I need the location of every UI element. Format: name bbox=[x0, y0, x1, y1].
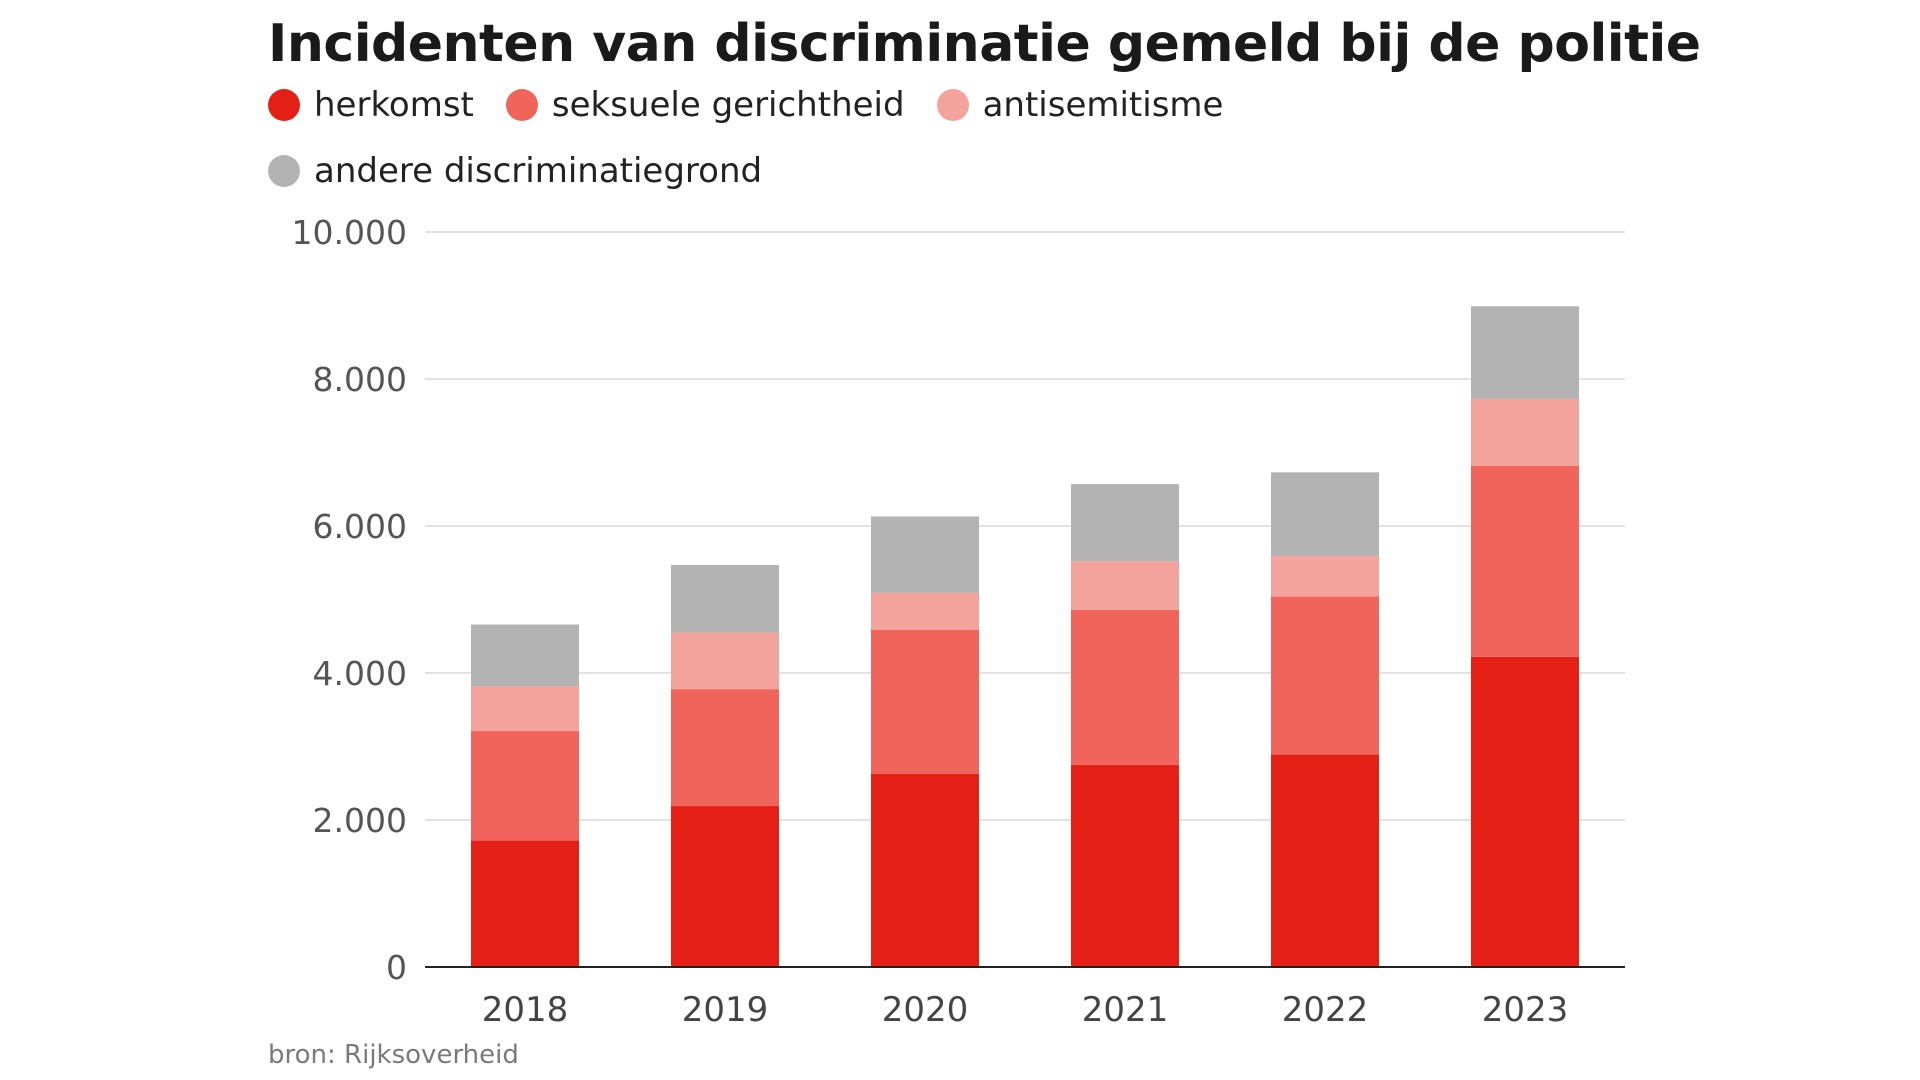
bar-segment-2019-seksuele-gerichtheid bbox=[671, 689, 779, 807]
bar-segment-2022-seksuele-gerichtheid bbox=[1271, 596, 1379, 755]
legend-swatch bbox=[936, 89, 969, 121]
bar-segment-2022-andere-discriminatiegrond bbox=[1271, 472, 1379, 557]
bar-segment-2022-herkomst bbox=[1271, 754, 1379, 967]
bar-segment-2021-andere-discriminatiegrond bbox=[1071, 484, 1179, 562]
bar-segment-2021-herkomst bbox=[1071, 764, 1179, 967]
y-tick-label: 0 bbox=[386, 948, 407, 987]
x-tick-label: 2019 bbox=[682, 990, 769, 1030]
legend-label: antisemitisme bbox=[982, 85, 1224, 125]
legend-item-antisemitisme: antisemitisme bbox=[936, 85, 1224, 125]
chart-title: Incidenten van discriminatie gemeld bij … bbox=[268, 14, 1701, 74]
legend-item-seksuele-gerichtheid: seksuele gerichtheid bbox=[505, 85, 905, 125]
legend-label: herkomst bbox=[314, 85, 474, 125]
bar-segment-2020-andere-discriminatiegrond bbox=[871, 516, 979, 593]
x-tick-label: 2023 bbox=[1482, 990, 1569, 1030]
legend-label: seksuele gerichtheid bbox=[551, 85, 905, 125]
bar-segment-2023-herkomst bbox=[1471, 656, 1579, 967]
y-tick-label: 2.000 bbox=[313, 801, 407, 840]
bar-segment-2023-andere-discriminatiegrond bbox=[1471, 306, 1579, 399]
source-note: bron: Rijksoverheid bbox=[268, 1040, 519, 1070]
y-tick-label: 6.000 bbox=[313, 507, 407, 546]
bar-segment-2021-antisemitisme bbox=[1071, 561, 1179, 610]
y-tick-label: 4.000 bbox=[313, 654, 407, 693]
bar-segment-2018-antisemitisme bbox=[471, 686, 579, 732]
y-tick-label: 10.000 bbox=[292, 213, 407, 252]
legend-swatch bbox=[268, 155, 300, 187]
bar-segment-2022-antisemitisme bbox=[1271, 556, 1379, 597]
bar-segment-2020-herkomst bbox=[871, 773, 979, 967]
legend-item-andere-discriminatiegrond: andere discriminatiegrond bbox=[268, 151, 763, 191]
legend-swatch bbox=[505, 89, 538, 121]
bar-segment-2018-seksuele-gerichtheid bbox=[471, 731, 579, 841]
legend-swatch bbox=[268, 89, 300, 121]
bar-segment-2023-seksuele-gerichtheid bbox=[1471, 465, 1579, 657]
x-tick-label: 2021 bbox=[1082, 990, 1169, 1030]
x-tick-label: 2020 bbox=[882, 990, 969, 1030]
x-tick-label: 2022 bbox=[1282, 990, 1369, 1030]
legend-label: andere discriminatiegrond bbox=[314, 151, 763, 191]
bar-segment-2020-antisemitisme bbox=[871, 592, 979, 630]
bar-segment-2019-andere-discriminatiegrond bbox=[671, 564, 779, 633]
legend-item-herkomst: herkomst bbox=[268, 85, 474, 125]
chart-legend: herkomst seksuele gerichtheid antisemitism… bbox=[268, 85, 1368, 191]
bar-segment-2018-andere-discriminatiegrond bbox=[471, 624, 579, 687]
bar-segment-2019-antisemitisme bbox=[671, 632, 779, 690]
bar-segment-2020-seksuele-gerichtheid bbox=[871, 629, 979, 774]
y-tick-label: 8.000 bbox=[313, 360, 407, 399]
x-tick-label: 2018 bbox=[482, 990, 569, 1030]
bar-segment-2018-herkomst bbox=[471, 840, 579, 967]
bar-segment-2021-seksuele-gerichtheid bbox=[1071, 609, 1179, 765]
bar-segment-2019-herkomst bbox=[671, 806, 779, 967]
bar-segment-2023-antisemitisme bbox=[1471, 398, 1579, 466]
